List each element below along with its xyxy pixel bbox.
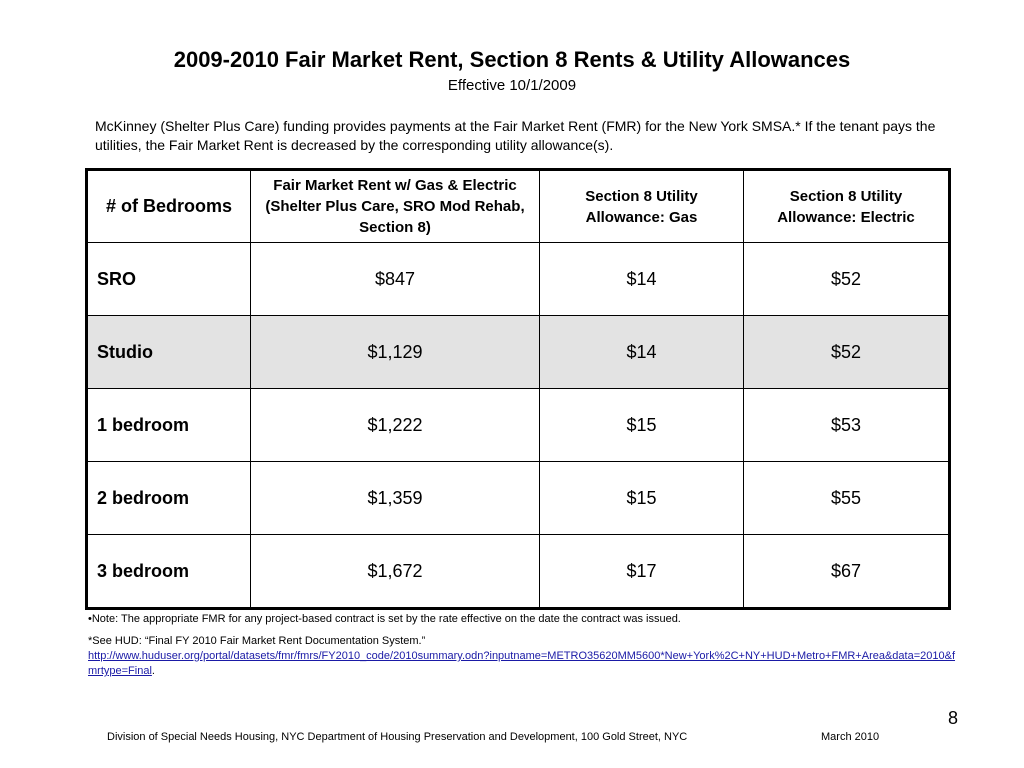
cell-gas: $14 bbox=[539, 242, 744, 316]
header-gas: Section 8 Utility Allowance: Gas bbox=[539, 169, 744, 243]
cell-electric: $55 bbox=[743, 461, 950, 535]
cell-gas: $15 bbox=[539, 388, 744, 462]
cell-fmr: $1,222 bbox=[250, 388, 540, 462]
note-hud-link-line: http://www.huduser.org/portal/datasets/f… bbox=[88, 649, 958, 679]
footer-org: Division of Special Needs Housing, NYC D… bbox=[107, 731, 688, 743]
fmr-table: # of Bedrooms Fair Market Rent w/ Gas & … bbox=[85, 168, 951, 610]
cell-gas: $14 bbox=[539, 315, 744, 389]
table-row: SRO $847 $14 $52 bbox=[86, 242, 950, 316]
intro-paragraph: McKinney (Shelter Plus Care) funding pro… bbox=[95, 118, 936, 153]
table-row: 3 bedroom $1,672 $17 $67 bbox=[86, 534, 950, 609]
table-row: Studio $1,129 $14 $52 bbox=[86, 315, 950, 389]
hud-link[interactable]: http://www.huduser.org/portal/datasets/f… bbox=[88, 650, 956, 677]
table-row: 2 bedroom $1,359 $15 $55 bbox=[86, 461, 950, 535]
cell-gas: $15 bbox=[539, 461, 744, 535]
note-fmr-contract: •Note: The appropriate FMR for any proje… bbox=[88, 613, 681, 625]
table-header-row: # of Bedrooms Fair Market Rent w/ Gas & … bbox=[86, 169, 950, 243]
cell-electric: $52 bbox=[743, 315, 950, 389]
cell-fmr: $847 bbox=[250, 242, 540, 316]
cell-bedrooms: Studio bbox=[86, 315, 251, 389]
cell-gas: $17 bbox=[539, 534, 744, 609]
header-bedrooms: # of Bedrooms bbox=[86, 169, 251, 243]
header-fmr: Fair Market Rent w/ Gas & Electric (Shel… bbox=[250, 169, 540, 243]
note-hud-source: *See HUD: “Final FY 2010 Fair Market Ren… bbox=[88, 634, 958, 679]
cell-electric: $52 bbox=[743, 242, 950, 316]
cell-fmr: $1,359 bbox=[250, 461, 540, 535]
cell-electric: $53 bbox=[743, 388, 950, 462]
page-title: 2009-2010 Fair Market Rent, Section 8 Re… bbox=[173, 47, 851, 72]
page-subtitle: Effective 10/1/2009 bbox=[447, 77, 577, 94]
note-hud-end: . bbox=[151, 665, 155, 677]
table-row: 1 bedroom $1,222 $15 $53 bbox=[86, 388, 950, 462]
cell-fmr: $1,672 bbox=[250, 534, 540, 609]
cell-bedrooms: 1 bedroom bbox=[86, 388, 251, 462]
cell-fmr: $1,129 bbox=[250, 315, 540, 389]
cell-bedrooms: SRO bbox=[86, 242, 251, 316]
cell-electric: $67 bbox=[743, 534, 950, 609]
note-hud-text: *See HUD: “Final FY 2010 Fair Market Ren… bbox=[88, 635, 426, 647]
cell-bedrooms: 3 bedroom bbox=[86, 534, 251, 609]
footer-date: March 2010 bbox=[821, 731, 880, 743]
cell-bedrooms: 2 bedroom bbox=[86, 461, 251, 535]
page-number: 8 bbox=[948, 708, 959, 728]
header-electric: Section 8 Utility Allowance: Electric bbox=[743, 169, 950, 243]
